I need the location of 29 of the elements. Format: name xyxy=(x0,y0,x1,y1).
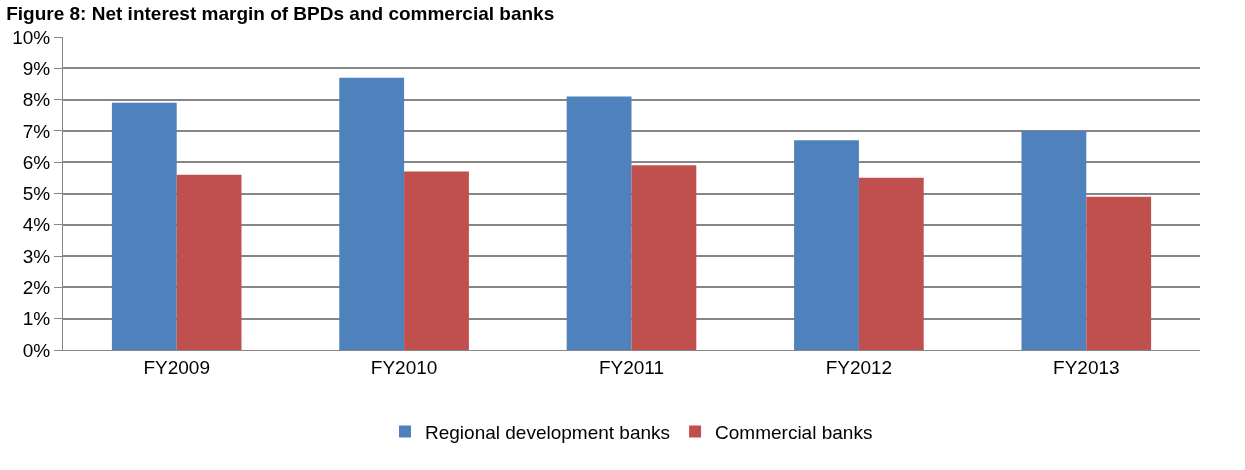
chart-title: Figure 8: Net interest margin of BPDs and commercial banks xyxy=(6,3,555,25)
x-tick-label: FY2012 xyxy=(825,356,893,378)
bar xyxy=(404,171,469,350)
y-tick-label: 2% xyxy=(22,277,51,299)
x-tick-label: FY2010 xyxy=(370,356,438,378)
y-tick-label: 6% xyxy=(22,151,51,173)
y-tick-label: 10% xyxy=(12,26,51,48)
y-tick-label: 1% xyxy=(22,308,51,330)
bar xyxy=(339,77,405,350)
y-tick-label: 5% xyxy=(22,183,51,205)
bar xyxy=(566,96,632,350)
x-tick-label: FY2011 xyxy=(598,356,665,378)
y-tick-label: 3% xyxy=(22,245,51,267)
y-tick-label: 0% xyxy=(22,339,51,361)
bar xyxy=(631,165,697,350)
y-tick-label: 9% xyxy=(22,57,51,79)
legend-label: Commercial banks xyxy=(715,421,873,443)
y-tick-label: 8% xyxy=(22,89,51,111)
bar xyxy=(858,177,924,350)
legend-label: Regional development banks xyxy=(425,421,671,443)
bar xyxy=(176,174,242,350)
y-tick-label: 4% xyxy=(22,214,51,236)
bar xyxy=(1021,130,1087,350)
bar xyxy=(111,102,177,350)
y-tick-label: 7% xyxy=(22,120,51,142)
bar xyxy=(1086,196,1152,350)
x-tick-label: FY2013 xyxy=(1053,356,1120,378)
bar xyxy=(794,140,859,350)
x-tick-label: FY2009 xyxy=(143,356,210,378)
